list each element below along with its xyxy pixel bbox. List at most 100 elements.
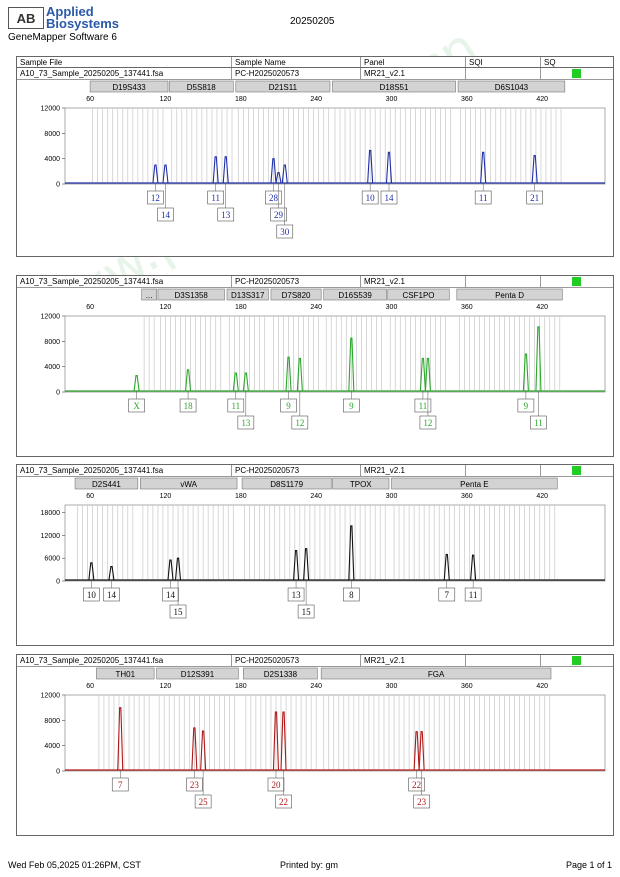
allele-box[interactable] xyxy=(207,190,224,205)
y-tick-label: 8000 xyxy=(44,131,60,138)
marker-label: D8S1179 xyxy=(270,480,303,489)
x-tick-label: 420 xyxy=(536,493,548,500)
x-tick-label: 420 xyxy=(536,96,548,103)
allele-box[interactable] xyxy=(217,207,235,222)
allele-box[interactable] xyxy=(419,415,437,430)
allele-label: 11 xyxy=(534,418,543,428)
marker-box[interactable] xyxy=(96,667,155,680)
allele-box[interactable] xyxy=(380,190,398,205)
allele-box[interactable] xyxy=(526,190,543,205)
allele-box[interactable] xyxy=(413,794,430,809)
peak xyxy=(480,151,487,184)
allele-box[interactable] xyxy=(270,207,287,222)
printed-by: Printed by: gm xyxy=(280,860,339,870)
peak xyxy=(174,557,182,581)
marker-label: D2S441 xyxy=(92,480,121,489)
peak xyxy=(348,337,355,392)
marker-label: D16S539 xyxy=(338,291,372,300)
y-tick-label: 18000 xyxy=(41,510,61,517)
marker-box[interactable] xyxy=(456,288,563,301)
allele-label: 9 xyxy=(524,401,529,411)
allele-box[interactable] xyxy=(291,415,309,430)
allele-box[interactable] xyxy=(169,604,187,619)
allele-box[interactable] xyxy=(464,587,482,602)
peak xyxy=(531,154,538,184)
x-tick-label: 120 xyxy=(160,683,172,690)
marker-box[interactable] xyxy=(320,667,552,680)
allele-label: 11 xyxy=(469,590,478,600)
x-tick-label: 240 xyxy=(310,304,322,311)
panel-value: MR21_v2.1 xyxy=(364,69,405,78)
allele-box[interactable] xyxy=(83,587,100,602)
allele-label: X xyxy=(133,401,140,411)
allele-box[interactable] xyxy=(474,190,492,205)
marker-box[interactable] xyxy=(391,477,558,490)
allele-box[interactable] xyxy=(438,587,456,602)
marker-box[interactable] xyxy=(270,288,322,301)
peak xyxy=(222,156,229,184)
allele-box[interactable] xyxy=(128,398,145,413)
allele-box[interactable] xyxy=(227,398,245,413)
allele-box[interactable] xyxy=(517,398,535,413)
allele-box[interactable] xyxy=(280,398,297,413)
allele-box[interactable] xyxy=(147,190,164,205)
plot-area xyxy=(64,694,606,772)
allele-box[interactable] xyxy=(297,604,315,619)
marker-box[interactable] xyxy=(243,667,318,680)
y-tick-label: 4000 xyxy=(44,743,60,750)
marker-box[interactable] xyxy=(89,80,169,93)
marker-label: D5S818 xyxy=(187,83,216,92)
allele-box[interactable] xyxy=(276,224,294,239)
peak xyxy=(535,326,542,392)
allele-label: 11 xyxy=(211,193,220,203)
peak xyxy=(443,553,450,581)
allele-label: 12 xyxy=(423,418,432,428)
allele-label: 23 xyxy=(417,797,427,807)
marker-box[interactable] xyxy=(457,80,566,93)
allele-box[interactable] xyxy=(265,190,282,205)
allele-box[interactable] xyxy=(287,587,305,602)
allele-box[interactable] xyxy=(343,587,360,602)
allele-label: 13 xyxy=(221,210,231,220)
marker-box[interactable] xyxy=(241,477,332,490)
marker-box[interactable] xyxy=(235,80,331,93)
allele-box[interactable] xyxy=(111,777,129,792)
allele-box[interactable] xyxy=(194,794,212,809)
y-tick-label: 0 xyxy=(56,769,60,776)
marker-box[interactable] xyxy=(323,288,387,301)
x-tick-label: 360 xyxy=(461,493,473,500)
sample-quality-indicator-icon xyxy=(572,466,581,475)
allele-box[interactable] xyxy=(530,415,547,430)
x-tick-label: 420 xyxy=(536,683,548,690)
marker-box[interactable] xyxy=(157,288,225,301)
allele-box[interactable] xyxy=(267,777,285,792)
allele-box[interactable] xyxy=(157,207,174,222)
column-sqi: SQI xyxy=(469,58,483,67)
plot-area xyxy=(64,315,606,393)
allele-box[interactable] xyxy=(414,398,432,413)
marker-box[interactable] xyxy=(387,288,450,301)
marker-box[interactable] xyxy=(332,80,456,93)
marker-box[interactable] xyxy=(141,288,157,301)
sample-name-value: PC-H2025020573 xyxy=(235,656,300,665)
marker-box[interactable] xyxy=(140,477,238,490)
allele-box[interactable] xyxy=(237,415,255,430)
allele-box[interactable] xyxy=(343,398,360,413)
peak xyxy=(185,369,192,392)
marker-box[interactable] xyxy=(226,288,269,301)
allele-box[interactable] xyxy=(162,587,179,602)
marker-box[interactable] xyxy=(156,667,239,680)
allele-box[interactable] xyxy=(186,777,203,792)
applied-biosystems-logo-icon: AB xyxy=(8,7,44,29)
allele-box[interactable] xyxy=(361,190,379,205)
marker-box[interactable] xyxy=(74,477,139,490)
peak xyxy=(293,550,300,581)
marker-label: TH01 xyxy=(115,670,135,679)
allele-label: 7 xyxy=(118,780,123,790)
marker-box[interactable] xyxy=(168,80,234,93)
allele-box[interactable] xyxy=(275,794,292,809)
allele-box[interactable] xyxy=(103,587,120,602)
marker-box[interactable] xyxy=(332,477,390,490)
allele-box[interactable] xyxy=(179,398,197,413)
allele-box[interactable] xyxy=(408,777,425,792)
